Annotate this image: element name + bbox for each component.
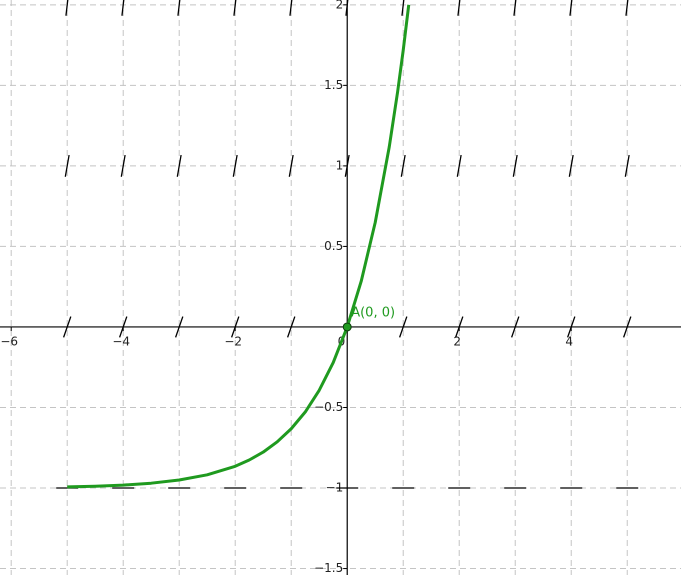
x-tick-label: −6 (0, 334, 18, 348)
slope-segment (398, 316, 408, 338)
slope-segment (288, 154, 294, 177)
slope-segment (64, 154, 70, 177)
slope-segment (289, 0, 293, 16)
slope-segment (513, 0, 517, 16)
x-tick-label: 2 (453, 334, 461, 348)
y-tick-label: 2 (336, 0, 344, 11)
slope-segment (174, 316, 184, 338)
slope-segment (118, 316, 128, 338)
slope-segment (624, 154, 630, 177)
y-tick-label: 1.5 (324, 78, 343, 92)
slope-segment (569, 0, 573, 16)
slope-segment (232, 154, 238, 177)
slope-segment (400, 154, 406, 177)
slope-segment (176, 154, 182, 177)
slope-segment (455, 316, 464, 338)
slope-segment (568, 154, 574, 177)
slope-segment (623, 316, 632, 338)
slope-segment (121, 0, 125, 16)
slope-segment (345, 0, 349, 16)
slope-segment (230, 316, 240, 338)
x-tick-label: −4 (112, 334, 130, 348)
slope-segment (625, 0, 629, 16)
slope-segment (512, 154, 518, 177)
slope-segment (401, 0, 405, 16)
slope-segment (233, 0, 237, 16)
y-tick-label: 1 (336, 158, 344, 172)
slope-segment (120, 154, 126, 177)
function-curve (67, 4, 411, 489)
slope-segment (511, 316, 520, 338)
slope-segment (62, 316, 72, 338)
x-tick-label: 4 (565, 334, 573, 348)
y-tick-label: −1.5 (314, 561, 343, 575)
slope-segment (65, 0, 69, 16)
y-tick-label: −1 (326, 481, 344, 495)
slope-segment (286, 316, 296, 338)
point-label: A(0, 0) (351, 305, 395, 320)
slope-segment (457, 0, 461, 16)
slope-segment (456, 154, 462, 177)
slope-segment (567, 316, 576, 338)
y-tick-label: 0.5 (324, 239, 343, 253)
y-tick-label: −0.5 (314, 400, 343, 414)
x-tick-label: −2 (224, 334, 242, 348)
slope-segment (177, 0, 181, 16)
point (342, 322, 352, 332)
slope-segment (344, 154, 350, 177)
